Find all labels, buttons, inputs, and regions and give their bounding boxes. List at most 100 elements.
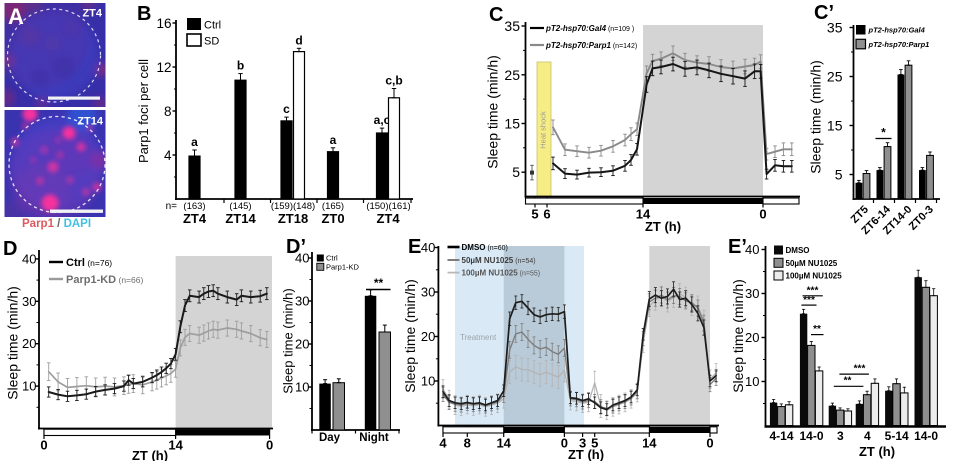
svg-text:Ctrl: Ctrl (326, 254, 338, 263)
svg-text:Heat shock: Heat shock (539, 111, 548, 149)
svg-text:6: 6 (543, 207, 550, 222)
svg-text:d: d (295, 33, 302, 47)
svg-text:**: ** (374, 276, 384, 290)
svg-text:DMSO (n=60): DMSO (n=60) (462, 243, 508, 252)
svg-text:SD: SD (204, 36, 219, 48)
svg-text:Night: Night (359, 432, 389, 444)
svg-text:DMSO: DMSO (786, 246, 810, 255)
svg-text:Parp1 / DAPI: Parp1 / DAPI (22, 218, 91, 230)
svg-text:ZT0: ZT0 (321, 211, 344, 226)
svg-text:a: a (191, 135, 198, 149)
svg-text:14-0: 14-0 (799, 429, 823, 443)
svg-text:5: 5 (591, 436, 598, 451)
svg-text:8: 8 (464, 436, 471, 451)
svg-text:c: c (283, 102, 290, 116)
svg-text:Parp1 foci per cell: Parp1 foci per cell (136, 59, 151, 163)
svg-text:20: 20 (22, 336, 36, 351)
svg-text:25: 25 (504, 67, 520, 83)
svg-text:10: 10 (295, 380, 309, 395)
svg-text:pT2-hsp70:Parp1 (n=142): pT2-hsp70:Parp1 (n=142) (545, 41, 637, 50)
svg-text:20: 20 (421, 329, 435, 344)
svg-text:(163): (163) (183, 201, 205, 212)
svg-text:Day: Day (319, 432, 341, 444)
svg-text:4: 4 (439, 436, 447, 451)
svg-text:ZT14: ZT14 (225, 211, 256, 226)
svg-text:**: ** (844, 376, 852, 387)
svg-text:ZT (h): ZT (h) (645, 219, 681, 234)
svg-text:4: 4 (164, 148, 172, 163)
svg-text:40: 40 (421, 240, 435, 255)
svg-text:5: 5 (835, 167, 843, 183)
svg-text:pT2-hsp70:Gal4: pT2-hsp70:Gal4 (868, 26, 926, 35)
svg-text:*: * (881, 126, 886, 140)
svg-text:100µM NU1025: 100µM NU1025 (786, 272, 843, 281)
svg-text:ZT4: ZT4 (183, 211, 207, 226)
svg-text:Parp1-KD: Parp1-KD (326, 262, 360, 271)
svg-text:16: 16 (156, 16, 171, 31)
svg-text:(145): (145) (229, 201, 251, 212)
svg-text:E’: E’ (728, 236, 747, 258)
svg-text:0: 0 (706, 436, 713, 451)
svg-text:Sleep time (min/h): Sleep time (min/h) (730, 279, 746, 393)
svg-text:50µM NU1025 (n=54): 50µM NU1025 (n=54) (462, 256, 536, 265)
svg-text:100µM NU1025 (n=55): 100µM NU1025 (n=55) (462, 269, 541, 278)
svg-text:ZT4: ZT4 (82, 8, 102, 20)
svg-text:14: 14 (496, 436, 511, 451)
svg-text:ZT4: ZT4 (376, 211, 400, 226)
svg-text:Treatment: Treatment (460, 333, 497, 342)
svg-text:(165): (165) (322, 201, 344, 212)
svg-text:a: a (330, 133, 337, 147)
svg-text:40: 40 (745, 242, 759, 257)
svg-text:30: 30 (745, 286, 759, 301)
svg-text:C’: C’ (814, 2, 834, 24)
svg-text:35: 35 (827, 20, 843, 36)
svg-text:Ctrl: Ctrl (204, 20, 221, 32)
svg-text:30: 30 (295, 294, 309, 309)
svg-text:15: 15 (827, 118, 843, 134)
svg-text:30: 30 (22, 294, 36, 309)
svg-text:E: E (408, 236, 421, 258)
svg-text:(159)(148): (159)(148) (271, 201, 315, 212)
svg-text:**: ** (813, 324, 821, 335)
svg-text:14-0: 14-0 (914, 429, 938, 443)
svg-text:D: D (3, 238, 17, 260)
svg-text:a,c: a,c (374, 113, 391, 127)
svg-text:ZT (h): ZT (h) (132, 448, 168, 461)
svg-text:***: *** (854, 364, 866, 375)
svg-text:5-14: 5-14 (885, 429, 909, 443)
svg-text:pT2-hsp70:Gal4 (n=109 ): pT2-hsp70:Gal4 (n=109 ) (545, 24, 634, 33)
svg-text:12: 12 (156, 60, 171, 75)
svg-text:Sleep time (min/h): Sleep time (min/h) (485, 55, 501, 169)
svg-text:14: 14 (168, 438, 183, 453)
svg-text:20: 20 (295, 337, 309, 352)
svg-text:pT2-hsp70:Parp1: pT2-hsp70:Parp1 (868, 40, 930, 49)
svg-text:4-14: 4-14 (769, 429, 793, 443)
svg-text:14: 14 (636, 207, 651, 222)
svg-text:D’: D’ (286, 236, 306, 258)
svg-text:0: 0 (759, 207, 766, 222)
svg-text:25: 25 (827, 69, 843, 85)
svg-text:Sleep time (min/h): Sleep time (min/h) (402, 279, 418, 393)
svg-text:50µM NU1025: 50µM NU1025 (786, 259, 838, 268)
svg-text:B: B (137, 3, 151, 25)
svg-text:20: 20 (745, 330, 759, 345)
svg-text:0: 0 (40, 438, 47, 453)
svg-text:c,b: c,b (385, 74, 402, 88)
svg-text:Sleep time (min/h): Sleep time (min/h) (5, 286, 21, 400)
svg-text:3: 3 (579, 436, 586, 451)
svg-text:Ctrl (n=76): Ctrl (n=76) (66, 257, 112, 269)
svg-text:4: 4 (864, 429, 871, 443)
svg-text:Sleep time (min/h): Sleep time (min/h) (281, 288, 296, 393)
svg-text:***: *** (807, 286, 819, 297)
svg-text:5: 5 (512, 164, 520, 180)
svg-text:10: 10 (745, 374, 759, 389)
svg-text:n=: n= (166, 201, 178, 212)
svg-text:30: 30 (421, 285, 435, 300)
svg-text:14: 14 (642, 436, 657, 451)
svg-text:40: 40 (295, 251, 309, 266)
svg-text:10: 10 (421, 374, 435, 389)
svg-text:A: A (8, 4, 24, 29)
svg-text:40: 40 (22, 251, 36, 266)
svg-text:10: 10 (22, 379, 36, 394)
svg-text:C: C (489, 4, 503, 26)
